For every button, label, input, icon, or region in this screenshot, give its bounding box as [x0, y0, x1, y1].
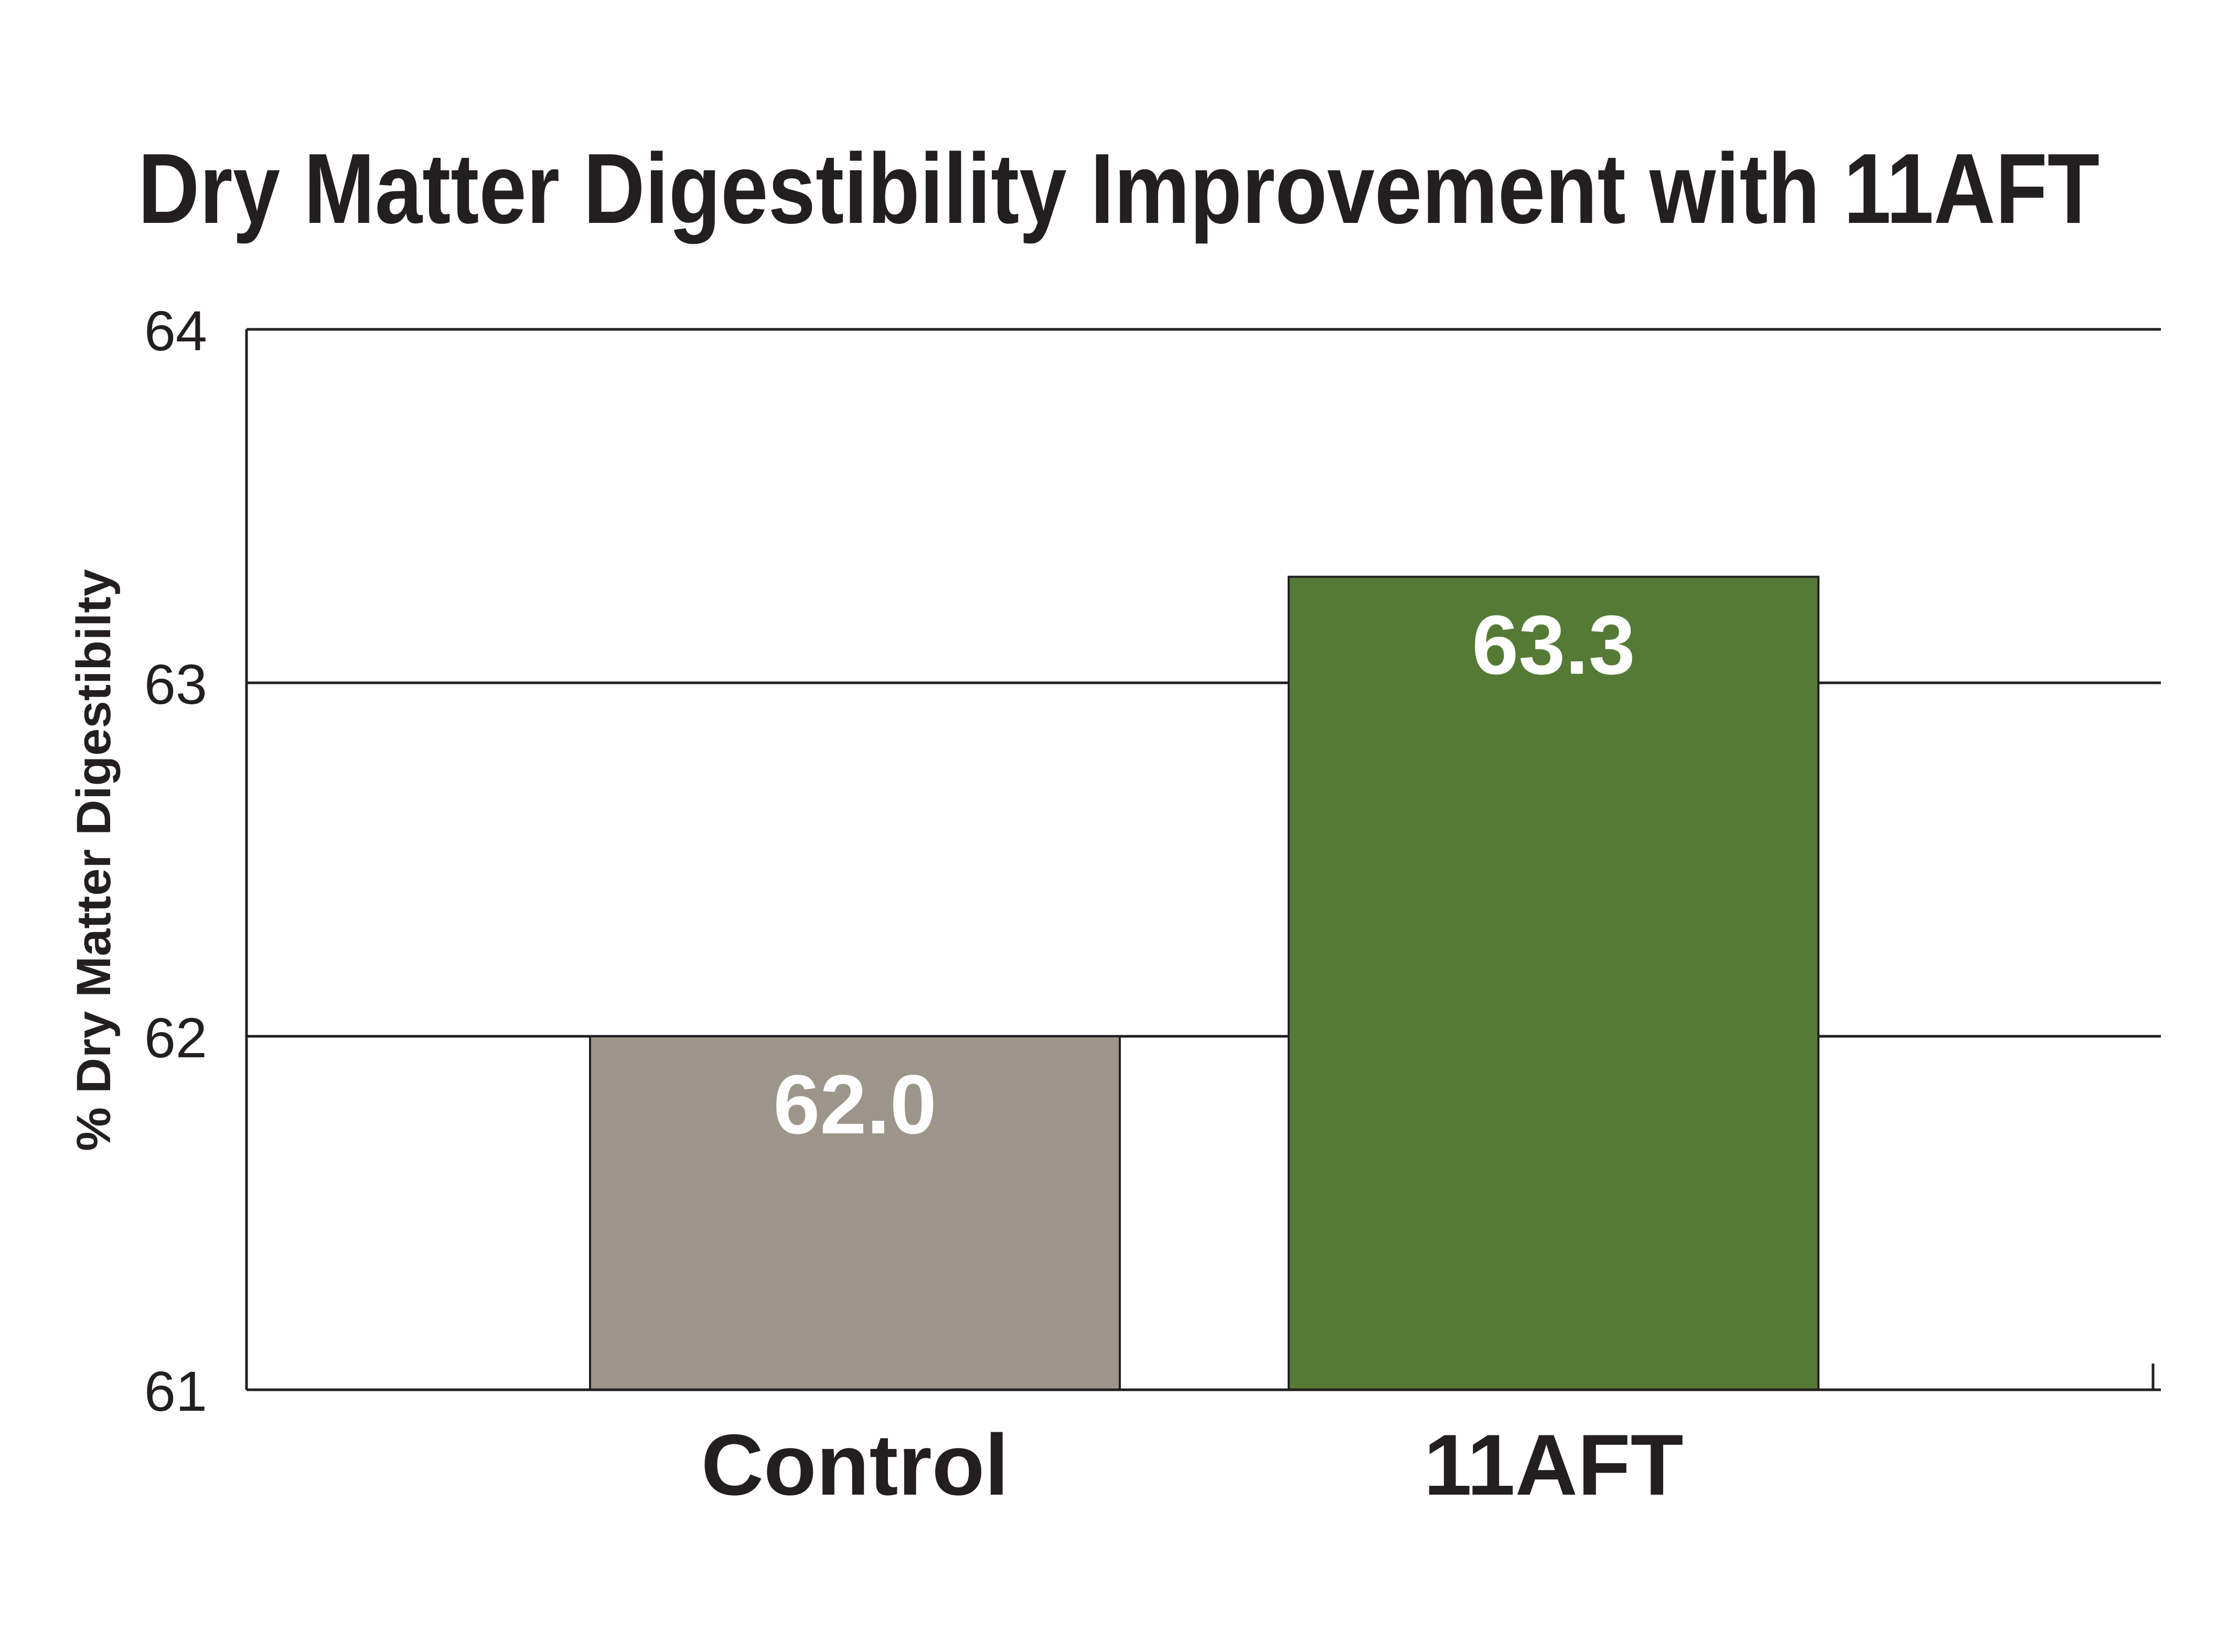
category-label-control: Control [701, 1417, 1009, 1513]
gridlines [247, 328, 2161, 1038]
y-tick-label-63: 63 [144, 652, 207, 716]
value-label-control: 62.0 [773, 1057, 936, 1151]
bars [589, 575, 1819, 1391]
bar-control [589, 1035, 1121, 1391]
value-labels: 62.0 63.3 [773, 598, 1635, 1151]
category-label-11aft: 11AFT [1423, 1417, 1683, 1513]
axes [245, 329, 2161, 1391]
value-label-11aft: 63.3 [1472, 598, 1635, 692]
y-tick-label-64: 64 [144, 299, 207, 362]
y-tick-label-61: 61 [144, 1359, 207, 1423]
chart-title: Dry Matter Digestibility Improvement wit… [138, 133, 2100, 244]
bar-11aft [1288, 575, 1819, 1391]
y-tick-labels: 61 62 63 64 [144, 299, 207, 1423]
y-axis-label: % Dry Matter Digestibilty [67, 569, 121, 1151]
category-labels: Control 11AFT [701, 1417, 1684, 1513]
y-tick-label-62: 62 [144, 1006, 207, 1069]
